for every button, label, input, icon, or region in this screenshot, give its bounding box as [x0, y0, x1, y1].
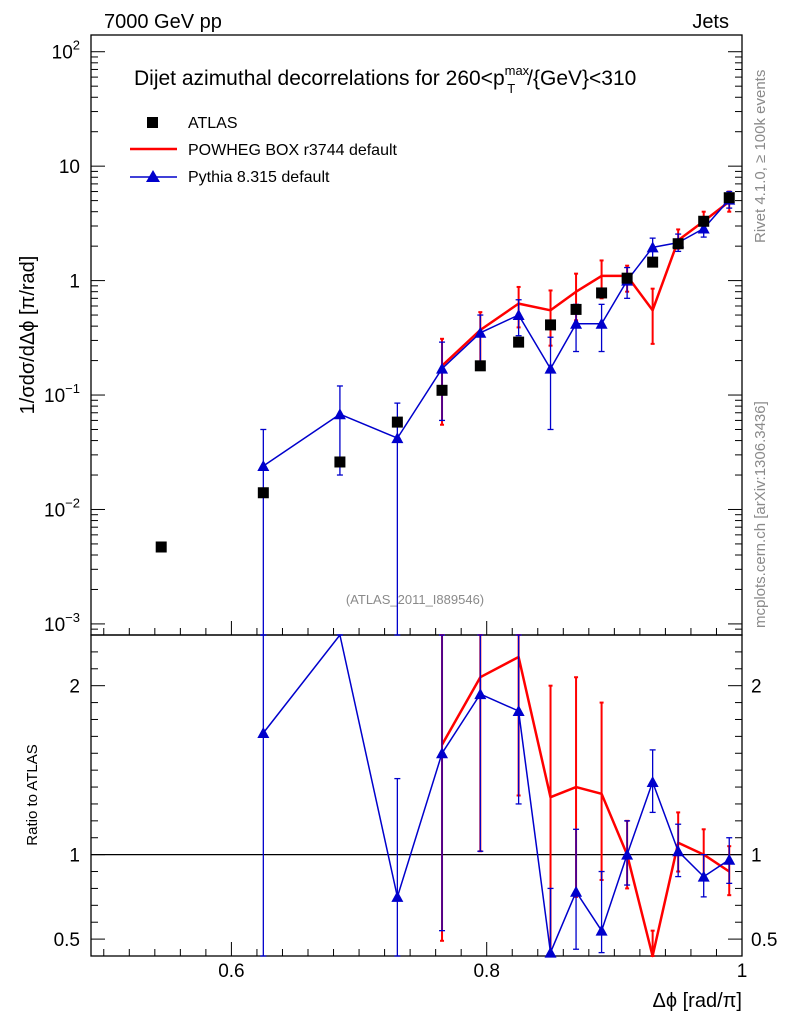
- atlas-marker: [596, 287, 608, 299]
- pythia-marker: [595, 317, 608, 329]
- series-layer: [91, 190, 742, 958]
- y-tick-label-base: 10: [59, 157, 80, 178]
- chart-title-sup: max: [505, 63, 530, 78]
- pythia-ratio-marker: [257, 726, 270, 738]
- pythia-marker: [474, 326, 487, 338]
- pythia-marker: [436, 362, 449, 374]
- legend-atlas-label: ATLAS: [188, 115, 238, 132]
- x-tick-label: 1: [737, 961, 748, 982]
- pythia-line: [262, 199, 730, 467]
- mcplots-label: mcplots.cern.ch [arXiv:1306.3436]: [752, 401, 769, 628]
- y-tick-label-lower-right: 0.5: [751, 930, 777, 951]
- atlas-marker: [257, 487, 269, 499]
- y-tick-label-upper: 10−1: [44, 381, 80, 407]
- atlas-marker: [545, 319, 557, 331]
- legend-pythia-label: Pythia 8.315 default: [188, 169, 330, 186]
- x-tick-label: 0.8: [473, 961, 499, 982]
- atlas-marker: [698, 215, 710, 227]
- atlas-marker: [436, 384, 448, 396]
- chart-title-sub: T: [507, 81, 515, 96]
- lower-y-axis-label: Ratio to ATLAS: [24, 744, 41, 845]
- pythia-ratio-marker: [723, 853, 736, 865]
- y-tick-label-upper: 10: [59, 157, 80, 178]
- pythia-ratio-marker: [697, 870, 710, 882]
- y-tick-label-base: 10: [44, 615, 65, 636]
- chart-title-main: Dijet azimuthal decorrelations for 260<p: [134, 67, 505, 90]
- upper-y-axis-label: 1/σdσ/dΔϕ [π/rad]: [17, 256, 39, 415]
- pythia-ratio-marker: [512, 705, 525, 717]
- legend-powheg-label: POWHEG BOX r3744 default: [188, 142, 398, 159]
- pythia-ratio-marker: [474, 688, 487, 700]
- legend-atlas-marker: [147, 117, 158, 128]
- y-tick-label-upper: 10−3: [44, 610, 80, 636]
- x-tick-label: 0.6: [218, 961, 244, 982]
- y-tick-label-base: 10: [52, 43, 73, 64]
- atlas-marker: [155, 541, 167, 553]
- pythia-ratio-marker: [436, 747, 449, 759]
- atlas-marker: [391, 416, 403, 428]
- pythia-marker: [333, 408, 346, 420]
- pythia-ratio-marker: [544, 946, 557, 958]
- pythia-ratio-marker: [621, 848, 634, 860]
- chart-title: Dijet azimuthal decorrelations for 260<p…: [134, 63, 636, 96]
- chart-title-tail: /{GeV}<310: [527, 67, 636, 90]
- x-axis-label: Δϕ [rad/π]: [653, 990, 743, 1012]
- atlas-marker: [621, 272, 633, 284]
- y-tick-label-upper: 102: [52, 38, 80, 64]
- pythia-ratio-marker: [646, 775, 659, 787]
- rivet-version-label: Rivet 4.1.0, ≥ 100k events: [752, 70, 769, 243]
- pythia-ratio-line: [262, 634, 730, 954]
- atlas-marker: [672, 238, 684, 250]
- atlas-marker: [513, 336, 525, 348]
- pythia-ratio-marker: [595, 924, 608, 936]
- y-tick-label-exp: 2: [73, 38, 80, 53]
- y-tick-label-lower-left: 2: [69, 677, 80, 698]
- pythia-marker: [570, 317, 583, 329]
- y-tick-label-exp: −1: [65, 381, 80, 396]
- pythia-marker: [512, 309, 525, 321]
- atlas-marker: [474, 360, 486, 372]
- y-tick-label-lower-left: 0.5: [54, 930, 80, 951]
- y-tick-label-lower-left: 1: [69, 846, 80, 867]
- legend-pythia-marker: [146, 170, 160, 182]
- y-tick-label-exp: −3: [65, 610, 80, 625]
- y-tick-label-upper: 1: [69, 272, 80, 293]
- header-left: 7000 GeV pp: [104, 11, 222, 33]
- y-tick-label-base: 1: [69, 272, 80, 293]
- atlas-marker: [723, 192, 735, 204]
- analysis-watermark: (ATLAS_2011_I889546): [346, 592, 484, 607]
- y-tick-label-exp: −2: [65, 495, 80, 510]
- y-tick-label-base: 10: [44, 500, 65, 521]
- axis-ticks: [91, 51, 743, 957]
- y-tick-label-lower-right: 2: [751, 677, 762, 698]
- pythia-ratio-marker: [391, 890, 404, 902]
- pythia-marker: [391, 432, 404, 444]
- pythia-marker: [544, 362, 557, 374]
- atlas-marker: [334, 456, 346, 468]
- legend: ATLAS POWHEG BOX r3744 default Pythia 8.…: [130, 115, 398, 186]
- atlas-marker: [647, 256, 659, 268]
- pythia-ratio-marker: [672, 845, 685, 857]
- pythia-marker: [646, 241, 659, 253]
- y-tick-label-base: 10: [44, 386, 65, 407]
- powheg-ratio-line: [440, 655, 730, 958]
- pythia-marker: [697, 222, 710, 234]
- atlas-marker: [570, 303, 582, 315]
- pythia-ratio-marker: [570, 885, 583, 897]
- y-tick-label-upper: 10−2: [44, 495, 80, 521]
- lower-panel-frame: [90, 634, 743, 957]
- powheg-line: [441, 200, 730, 367]
- header-right: Jets: [692, 11, 729, 33]
- pythia-marker: [257, 459, 270, 471]
- y-tick-label-lower-right: 1: [751, 846, 762, 867]
